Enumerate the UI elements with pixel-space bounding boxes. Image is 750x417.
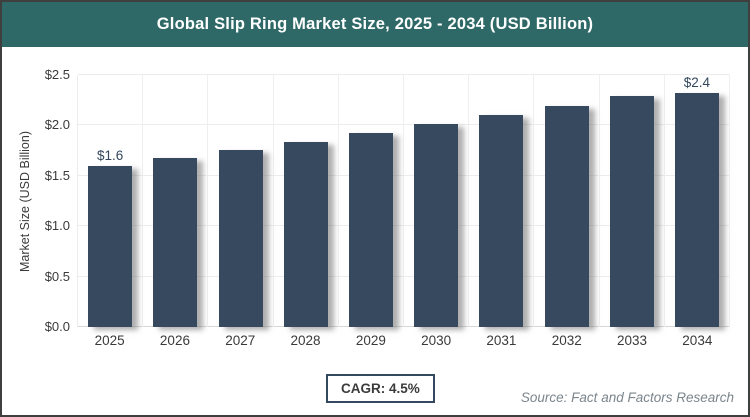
y-tick-label: $2.5 — [44, 67, 70, 82]
bar-2027 — [218, 149, 263, 327]
source-attribution: Source: Fact and Factors Research — [520, 390, 734, 405]
y-tick-label: $1.5 — [44, 167, 70, 183]
bar-column-2031 — [469, 75, 535, 327]
y-axis-ticks: $0.0 $0.5 $1.0 $1.5 $2.0 $2.5 — [2, 67, 70, 334]
x-tick-label-2031: 2031 — [486, 333, 517, 348]
bar-2029 — [348, 133, 393, 327]
bar-2031 — [479, 115, 524, 327]
x-tick-label-2032: 2032 — [551, 333, 582, 348]
bar-2025 — [88, 165, 133, 327]
bar-column-2028 — [274, 75, 339, 327]
cagr-badge: CAGR: 4.5% — [326, 374, 435, 403]
x-tick-label-2025: 2025 — [94, 333, 125, 348]
bar-column-2034: $2.4 — [665, 75, 731, 327]
chart-title: Global Slip Ring Market Size, 2025 - 203… — [156, 15, 594, 33]
bar-2032 — [544, 106, 589, 327]
bar-column-2026 — [143, 75, 209, 327]
title-bar: Global Slip Ring Market Size, 2025 - 203… — [2, 2, 748, 47]
x-tick-label-2034: 2034 — [682, 333, 713, 348]
y-tick-label: $1.0 — [44, 218, 70, 234]
bar-column-2033 — [600, 75, 665, 327]
x-tick-label-2027: 2027 — [225, 333, 256, 348]
y-tick-label: $2.0 — [44, 117, 70, 133]
x-tick-label-2028: 2028 — [290, 333, 321, 348]
bar-2026 — [153, 157, 198, 327]
bar-2028 — [283, 141, 328, 327]
x-tick-label-2029: 2029 — [355, 333, 386, 348]
bar-2033 — [609, 96, 654, 327]
bar-column-2032 — [534, 75, 600, 327]
x-tick-label-2033: 2033 — [617, 333, 648, 348]
bar-column-2029 — [339, 75, 405, 327]
x-axis-labels: 2025 2026 2027 2028 2029 2030 2031 2032 2033 2034 — [77, 333, 730, 348]
bar-column-2025: $1.6 — [78, 75, 144, 327]
bar-value-label: $2.4 — [683, 75, 711, 90]
bar-column-2030 — [404, 75, 470, 327]
plot-area: $1.6 $2.4 — [77, 74, 731, 327]
bar-value-label: $1.6 — [96, 147, 124, 163]
bar-column-2027 — [208, 75, 274, 327]
gridline-$2.5 — [78, 74, 730, 75]
y-tick-label: $0.5 — [44, 268, 70, 284]
x-tick-label-2026: 2026 — [159, 333, 190, 348]
bar-2030 — [414, 124, 459, 327]
y-tick-label: $0.0 — [44, 319, 70, 334]
x-tick-label-2030: 2030 — [421, 333, 452, 348]
bar-columns: $1.6 $2.4 — [78, 75, 731, 327]
bar-2034 — [674, 93, 719, 327]
